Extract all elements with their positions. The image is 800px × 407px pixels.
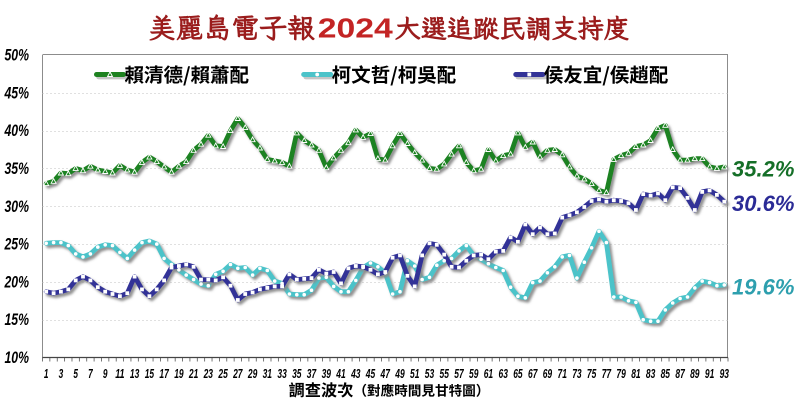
svg-text:59: 59 xyxy=(469,367,478,381)
svg-text:61: 61 xyxy=(484,367,493,381)
svg-text:77: 77 xyxy=(602,367,612,381)
svg-text:11: 11 xyxy=(115,367,124,381)
svg-text:9: 9 xyxy=(103,367,108,381)
svg-text:15: 15 xyxy=(145,367,155,381)
svg-text:81: 81 xyxy=(631,367,640,381)
svg-text:89: 89 xyxy=(690,367,699,381)
svg-text:20%: 20% xyxy=(4,273,29,291)
svg-text:15%: 15% xyxy=(5,311,30,329)
svg-text:13: 13 xyxy=(130,367,139,381)
svg-text:50%: 50% xyxy=(5,47,30,65)
svg-text:79: 79 xyxy=(616,367,625,381)
svg-text:25: 25 xyxy=(218,367,229,381)
svg-text:63: 63 xyxy=(499,367,508,381)
svg-text:30%: 30% xyxy=(5,198,30,216)
svg-text:69: 69 xyxy=(543,367,552,381)
svg-text:7: 7 xyxy=(88,367,93,381)
svg-text:93: 93 xyxy=(720,367,729,381)
svg-text:65: 65 xyxy=(513,367,523,381)
svg-text:83: 83 xyxy=(646,367,655,381)
svg-text:35%: 35% xyxy=(5,160,30,178)
svg-text:21: 21 xyxy=(188,367,198,381)
svg-text:39: 39 xyxy=(322,367,331,381)
svg-text:35: 35 xyxy=(292,367,302,381)
svg-text:45%: 45% xyxy=(4,84,29,102)
svg-text:57: 57 xyxy=(454,367,464,381)
svg-text:91: 91 xyxy=(705,367,714,381)
svg-text:43: 43 xyxy=(350,367,360,381)
svg-text:37: 37 xyxy=(307,367,317,381)
svg-text:17: 17 xyxy=(159,367,169,381)
svg-text:27: 27 xyxy=(232,367,243,381)
svg-text:10%: 10% xyxy=(5,349,30,367)
svg-text:85: 85 xyxy=(661,367,671,381)
svg-text:53: 53 xyxy=(425,367,434,381)
svg-text:51: 51 xyxy=(410,367,419,381)
svg-text:67: 67 xyxy=(528,367,538,381)
svg-text:41: 41 xyxy=(336,367,346,381)
svg-text:2024: 2024 xyxy=(318,13,394,44)
svg-text:47: 47 xyxy=(380,367,391,381)
svg-text:87: 87 xyxy=(675,367,685,381)
svg-text:40%: 40% xyxy=(4,122,29,140)
svg-text:29: 29 xyxy=(247,367,257,381)
svg-text:19: 19 xyxy=(174,367,183,381)
svg-text:31: 31 xyxy=(263,367,272,381)
svg-text:3: 3 xyxy=(59,367,64,381)
svg-text:55: 55 xyxy=(440,367,450,381)
svg-text:49: 49 xyxy=(395,367,405,381)
svg-text:73: 73 xyxy=(572,367,581,381)
svg-text:45: 45 xyxy=(365,367,376,381)
svg-text:1: 1 xyxy=(44,367,49,381)
svg-text:5: 5 xyxy=(73,367,78,381)
svg-text:33: 33 xyxy=(277,367,286,381)
svg-text:75: 75 xyxy=(587,367,597,381)
svg-text:35.2%: 35.2% xyxy=(732,156,794,181)
svg-text:30.6%: 30.6% xyxy=(732,191,794,216)
svg-text:25%: 25% xyxy=(4,236,29,254)
svg-text:71: 71 xyxy=(558,367,567,381)
svg-text:23: 23 xyxy=(203,367,213,381)
svg-text:19.6%: 19.6% xyxy=(732,274,794,299)
